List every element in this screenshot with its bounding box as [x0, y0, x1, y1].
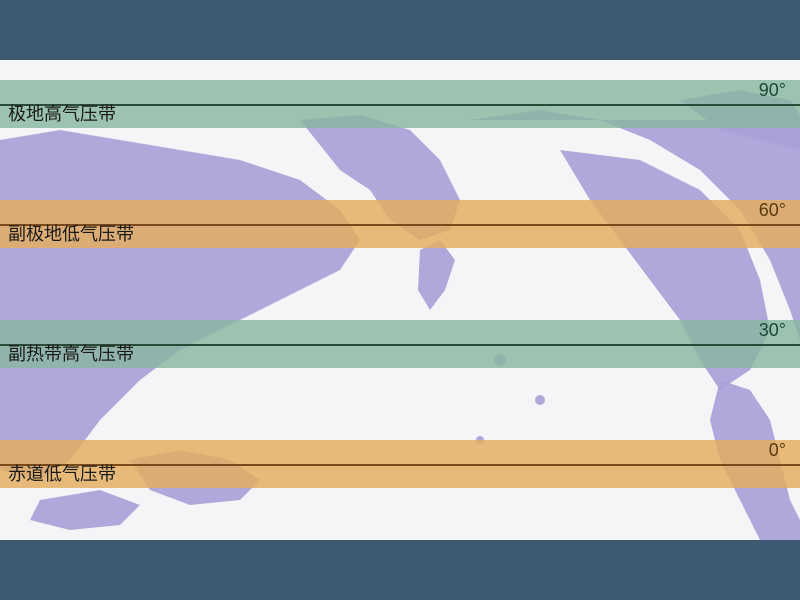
degree-90: 90°: [759, 80, 786, 101]
label-subtropical-high: 副热带高气压带: [8, 340, 134, 366]
line-0: [0, 464, 800, 466]
slide-stage: 90° 极地高气压带 60° 副极地低气压带 30° 副热带高气压带 0° 赤道…: [0, 0, 800, 600]
degree-30: 30°: [759, 320, 786, 341]
degree-0: 0°: [769, 440, 786, 461]
degree-60: 60°: [759, 200, 786, 221]
label-equatorial-low: 赤道低气压带: [8, 460, 116, 486]
label-polar-high: 极地高气压带: [8, 100, 116, 126]
line-90: [0, 104, 800, 106]
label-subpolar-low: 副极地低气压带: [8, 220, 134, 246]
